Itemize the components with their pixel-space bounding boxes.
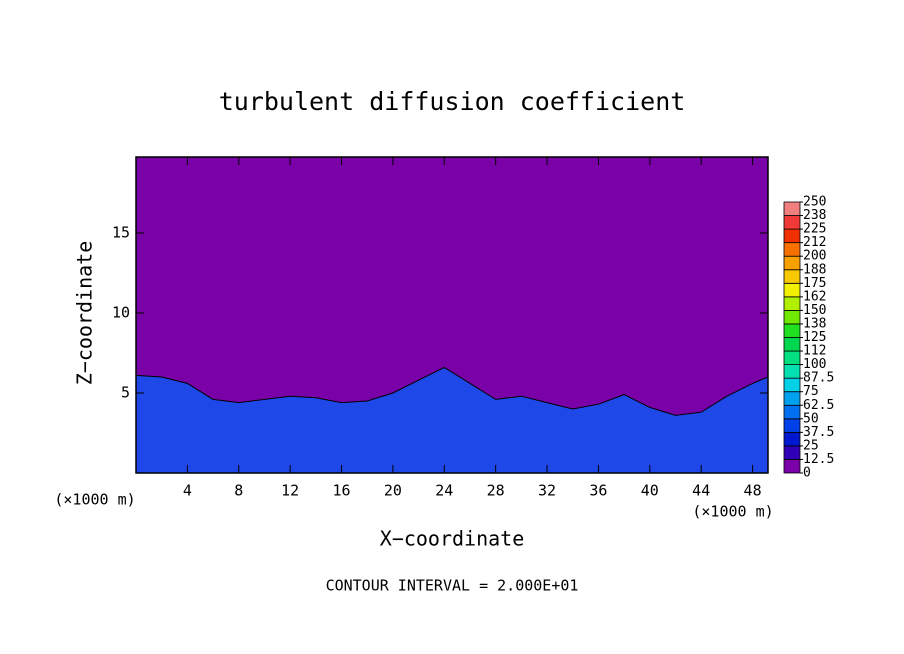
colorbar-label: 188 [803,262,826,277]
colorbar-swatch [783,228,801,244]
plot-frame [135,156,769,474]
x-tick-label: 32 [538,482,556,500]
colorbar-label: 25 [803,438,819,453]
colorbar-swatch [783,431,801,447]
x-tick-label: 4 [183,482,192,500]
colorbar-label: 125 [803,330,826,345]
x-tick-label: 24 [435,482,453,500]
colorbar-label: 162 [803,289,826,304]
colorbar-swatch [783,459,801,474]
colorbar-label: 112 [803,344,826,359]
colorbar-swatch [783,364,801,379]
colorbar-label: 100 [803,357,826,372]
colorbar-swatch [783,309,801,325]
y-tick-label: 10 [112,304,130,322]
contour-note: CONTOUR INTERVAL = 2.000E+01 [326,577,579,595]
x-tick-label: 40 [641,482,659,500]
turbulent-layer [136,367,768,473]
contour-line [135,366,769,416]
colorbar-label: 212 [803,235,826,250]
colorbar-label: 250 [803,195,826,210]
colorbar-label: 75 [803,384,819,399]
x-tick-label: 8 [234,482,243,500]
colorbar-swatch [783,377,801,393]
colorbar-swatch [783,337,801,352]
colorbar-label: 0 [803,466,811,481]
colorbar-label: 12.5 [803,452,834,467]
x-unit-label: (×1000 m) [54,491,135,509]
x-unit-label: (×1000 m) [692,503,773,521]
colorbar-swatch [783,404,801,420]
colorbar-label: 238 [803,208,826,223]
colorbar-label: 62.5 [803,398,834,413]
colorbar-swatch [783,350,801,365]
colorbar-swatch [783,296,801,311]
y-tick-label: 5 [121,384,130,402]
y-axis-label: Z−coordinate [73,241,97,386]
colorbar-label: 150 [803,303,826,318]
x-axis-label: X−coordinate [380,527,525,551]
colorbar-swatch [783,282,801,298]
x-tick-label: 12 [281,482,299,500]
colorbar-swatch [783,391,801,406]
colorbar-label: 37.5 [803,425,834,440]
colorbar-swatch [783,215,801,230]
colorbar-swatch [783,242,801,257]
colorbar-swatch [783,445,801,460]
chart-title: turbulent diffusion coefficient [219,87,686,116]
colorbar-swatch [783,418,801,433]
x-tick-label: 44 [692,482,710,500]
x-tick-label: 28 [487,482,505,500]
x-tick-label: 16 [332,482,350,500]
y-tick-label: 15 [112,224,130,242]
colorbar-label: 50 [803,411,819,426]
colorbar-label: 138 [803,316,826,331]
colorbar-swatch [783,201,801,216]
x-tick-label: 36 [589,482,607,500]
x-tick-label: 48 [744,482,762,500]
colorbar-label: 175 [803,276,826,291]
colorbar-label: 225 [803,222,826,237]
colorbar-label: 200 [803,249,826,264]
colorbar-label: 87.5 [803,371,834,386]
colorbar-swatch [783,255,801,271]
colorbar-swatch [783,323,801,338]
x-tick-label: 20 [384,482,402,500]
colorbar-swatch [783,269,801,284]
